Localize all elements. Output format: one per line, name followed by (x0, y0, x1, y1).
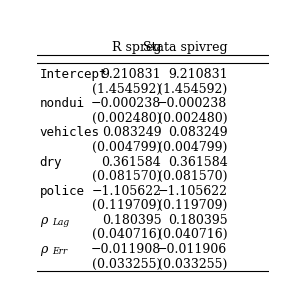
Text: nondui: nondui (40, 97, 85, 110)
Text: 0.180395: 0.180395 (168, 214, 227, 227)
Text: −0.000238: −0.000238 (91, 97, 161, 110)
Text: Intercept: Intercept (40, 68, 107, 81)
Text: dry: dry (40, 156, 62, 168)
Text: Stata spivreg: Stata spivreg (143, 41, 227, 54)
Text: Lag: Lag (52, 218, 69, 227)
Text: −1.105622: −1.105622 (157, 185, 227, 198)
Text: (1.454592): (1.454592) (158, 83, 227, 96)
Text: −1.105622: −1.105622 (91, 185, 161, 198)
Text: 0.361584: 0.361584 (102, 156, 161, 168)
Text: −0.000238: −0.000238 (157, 97, 227, 110)
Text: vehicles: vehicles (40, 126, 100, 140)
Text: (0.004799): (0.004799) (92, 141, 161, 154)
Text: R spreg: R spreg (112, 41, 161, 54)
Text: Err: Err (52, 247, 67, 256)
Text: (0.081570): (0.081570) (158, 170, 227, 183)
Text: 0.083249: 0.083249 (168, 126, 227, 140)
Text: (0.081570): (0.081570) (92, 170, 161, 183)
Text: (0.002480): (0.002480) (158, 112, 227, 125)
Text: (0.119709): (0.119709) (92, 199, 161, 212)
Text: ρ: ρ (40, 214, 47, 227)
Text: (0.002480): (0.002480) (92, 112, 161, 125)
Text: (0.119709): (0.119709) (158, 199, 227, 212)
Text: (0.040716): (0.040716) (92, 228, 161, 241)
Text: 0.180395: 0.180395 (102, 214, 161, 227)
Text: 0.083249: 0.083249 (102, 126, 161, 140)
Text: −0.011908: −0.011908 (91, 243, 161, 256)
Text: 9.210831: 9.210831 (102, 68, 161, 81)
Text: ρ: ρ (40, 243, 47, 256)
Text: 9.210831: 9.210831 (168, 68, 227, 81)
Text: (0.033255): (0.033255) (92, 257, 161, 270)
Text: (0.004799): (0.004799) (158, 141, 227, 154)
Text: police: police (40, 185, 85, 198)
Text: (1.454592): (1.454592) (92, 83, 161, 96)
Text: 0.361584: 0.361584 (168, 156, 227, 168)
Text: −0.011906: −0.011906 (157, 243, 227, 256)
Text: (0.040716): (0.040716) (158, 228, 227, 241)
Text: (0.033255): (0.033255) (158, 257, 227, 270)
